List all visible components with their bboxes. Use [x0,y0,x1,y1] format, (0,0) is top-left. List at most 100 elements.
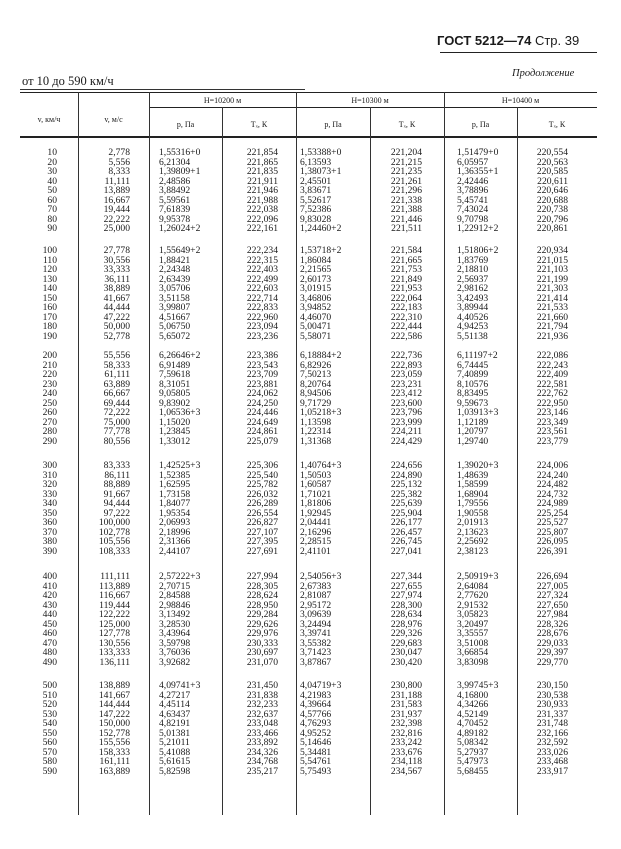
cell-v-kmh: 150 [42,292,57,304]
cell-pressure-10400: 1,03913+3 [457,407,499,418]
cell-temp-10300: 222,310 [390,311,422,323]
cell-pressure-10400: 6,11197+2 [457,350,498,361]
cell-v-kmh: 180 [42,321,57,332]
cell-pressure-10300: 9,71729 [300,397,332,409]
header-bottom-rule [20,136,597,138]
cell-temp-10200: 222,161 [246,223,278,234]
cell-pressure-10400: 3,51008 [457,637,489,649]
cell-pressure-10400: 2,64084 [457,580,489,592]
cell-temp-10200: 221,911 [247,175,278,187]
cell-temp-10200: 232,637 [246,708,278,720]
cell-pressure-10400: 8,10576 [457,378,489,390]
cell-v-kmh: 460 [42,628,57,639]
cell-v-ms: 113,889 [99,580,130,592]
cell-temp-10400: 232,592 [536,737,568,748]
cell-temp-10400: 220,934 [536,245,568,256]
cell-v-kmh: 510 [42,689,57,701]
cell-pressure-10400: 1,29740 [457,435,489,447]
cell-pressure-10200: 5,59561 [159,194,191,206]
cell-pressure-10200: 1,33012 [159,435,191,447]
header-temperature: Tₓ, К [250,120,268,129]
cell-v-ms: 119,444 [99,599,130,611]
table-top-rule [20,92,597,93]
cell-pressure-10300: 3,71423 [300,647,332,658]
cell-temp-10200: 230,333 [246,637,278,649]
cell-v-kmh: 430 [42,599,57,611]
cell-pressure-10300: 1,50503 [300,469,332,481]
cell-pressure-10400: 9,70798 [457,213,489,225]
cell-temp-10200: 222,038 [246,204,278,215]
cell-pressure-10200: 4,82191 [159,718,191,729]
cell-v-kmh: 310 [42,469,57,481]
cell-temp-10400: 222,243 [536,359,568,371]
cell-temp-10400: 226,694 [536,571,568,582]
cell-v-ms: 163,889 [98,765,130,777]
cell-temp-10300: 231,937 [390,708,422,720]
cell-temp-10200: 223,881 [246,378,278,390]
cell-v-ms: 77,778 [103,426,130,437]
cell-temp-10300: 221,388 [390,204,422,215]
cell-v-kmh: 220 [42,369,57,380]
cell-temp-10400: 220,861 [536,223,568,234]
cell-temp-10400: 230,538 [536,689,568,701]
cell-v-ms: 91,667 [103,488,130,500]
column-divider [444,92,445,815]
cell-v-kmh: 210 [42,359,57,371]
cell-v-kmh: 270 [42,416,57,428]
cell-temp-10200: 233,466 [246,727,278,739]
cell-v-ms: 36,111 [104,273,130,285]
cell-v-ms: 2,778 [108,147,130,158]
cell-pressure-10400: 3,20497 [457,618,489,630]
cell-v-ms: 152,778 [98,727,130,739]
cell-v-kmh: 110 [42,254,57,266]
cell-v-kmh: 100 [42,245,57,256]
cell-temp-10300: 227,344 [390,571,422,582]
cell-pressure-10300: 1,13598 [300,416,332,428]
cell-pressure-10400: 2,25692 [457,536,489,547]
cell-v-ms: 105,556 [98,536,130,547]
cell-v-kmh: 170 [42,311,57,323]
cell-pressure-10400: 1,79556 [457,498,489,509]
cell-temp-10300: 224,656 [390,460,422,471]
cell-pressure-10300: 1,31368 [300,435,332,447]
cell-v-ms: 47,222 [103,311,130,323]
cell-pressure-10400: 1,83769 [457,254,489,266]
cell-v-kmh: 360 [42,517,57,528]
cell-pressure-10300: 4,76293 [300,718,332,729]
cell-pressure-10200: 2,98846 [159,599,191,611]
cell-pressure-10400: 1,90558 [457,507,489,519]
cell-v-kmh: 140 [42,283,57,294]
cell-v-ms: 52,778 [103,330,130,342]
cell-v-kmh: 10 [47,147,57,158]
cell-temp-10300: 221,296 [390,185,422,196]
cell-temp-10200: 228,950 [246,599,278,611]
cell-pressure-10400: 1,68904 [457,488,489,500]
cell-temp-10400: 233,917 [536,765,568,777]
cell-v-kmh: 40 [47,175,57,187]
cell-temp-10200: 224,250 [246,397,278,409]
cell-temp-10200: 223,386 [246,350,278,361]
cell-temp-10300: 222,183 [390,302,422,313]
cell-temp-10400: 225,527 [536,517,568,528]
cell-temp-10300: 224,429 [390,435,422,447]
header-pressure: p, Па [471,120,490,129]
cell-temp-10300: 226,457 [390,526,422,538]
cell-temp-10400: 221,414 [536,292,568,304]
header-rule [440,52,597,53]
cell-temp-10200: 223,709 [246,369,278,380]
cell-temp-10300: 221,446 [390,213,422,225]
cell-pressure-10200: 2,84588 [159,590,191,601]
cell-pressure-10300: 2,04441 [300,517,332,528]
header-altitude-group: H=10200 м [203,96,242,105]
cell-pressure-10400: 9,59673 [457,397,489,409]
cell-v-ms: 122,222 [98,609,130,620]
cell-temp-10300: 233,242 [390,737,422,748]
cell-temp-10200: 221,865 [246,156,278,168]
cell-temp-10200: 222,833 [246,302,278,313]
cell-temp-10400: 225,254 [536,507,568,519]
cell-pressure-10200: 1,95354 [159,507,191,519]
cell-v-ms: 125,000 [98,618,130,630]
cell-temp-10200: 228,305 [246,580,278,592]
cell-temp-10400: 220,585 [536,166,568,177]
cell-pressure-10300: 1,22314 [300,426,332,437]
